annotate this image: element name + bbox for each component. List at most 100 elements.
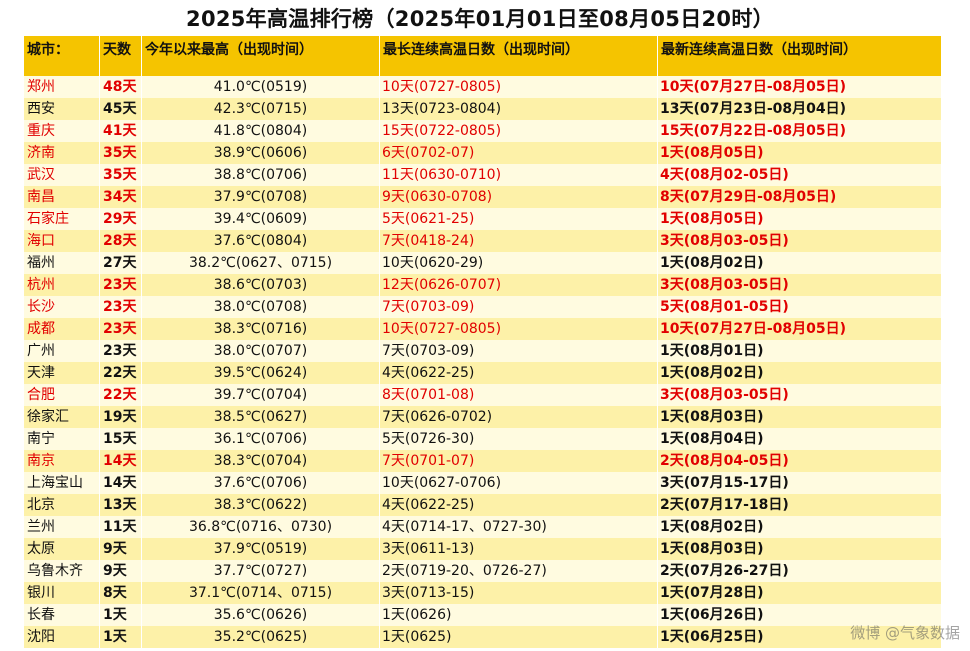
cell-days: 23天 [100, 274, 141, 296]
cell-longest: 12天(0626-0707) [380, 274, 657, 296]
cell-latest: 2天(08月04-05日) [658, 450, 941, 472]
cell-city: 北京 [24, 494, 99, 516]
cell-latest: 3天(08月03-05日) [658, 274, 941, 296]
cell-latest: 1天(06月25日) [658, 626, 941, 648]
cell-longest: 13天(0723-0804) [380, 98, 657, 120]
table-row: 郑州 48天 41.0℃(0519) 10天(0727-0805) 10天(07月27日… [24, 76, 941, 98]
cell-latest: 1天(08月05日) [658, 142, 941, 164]
cell-max: 39.4℃(0609) [142, 208, 379, 230]
cell-latest: 1天(08月05日) [658, 208, 941, 230]
cell-latest: 4天(08月02-05日) [658, 164, 941, 186]
table-row: 重庆 41天 41.8℃(0804) 15天(0722-0805) 15天(07月22日… [24, 120, 941, 142]
cell-days: 9天 [100, 538, 141, 560]
cell-longest: 7天(0701-07) [380, 450, 657, 472]
cell-days: 14天 [100, 450, 141, 472]
table-row: 兰州 11天 36.8℃(0716、0730) 4天(0714-17、0727-30)… [24, 516, 941, 538]
table-row: 海口 28天 37.6℃(0804) 7天(0418-24) 3天(08月03-05日) [24, 230, 941, 252]
cell-days: 9天 [100, 560, 141, 582]
cell-max: 38.3℃(0704) [142, 450, 379, 472]
cell-max: 36.8℃(0716、0730) [142, 516, 379, 538]
cell-days: 35天 [100, 164, 141, 186]
cell-days: 27天 [100, 252, 141, 274]
cell-days: 13天 [100, 494, 141, 516]
cell-longest: 4天(0622-25) [380, 362, 657, 384]
cell-max: 35.2℃(0625) [142, 626, 379, 648]
cell-max: 35.6℃(0626) [142, 604, 379, 626]
cell-max: 38.6℃(0703) [142, 274, 379, 296]
cell-latest: 15天(07月22日-08月05日) [658, 120, 941, 142]
cell-longest: 8天(0701-08) [380, 384, 657, 406]
cell-latest: 3天(08月03-05日) [658, 230, 941, 252]
cell-longest: 1天(0625) [380, 626, 657, 648]
cell-city: 南宁 [24, 428, 99, 450]
cell-latest: 3天(08月03-05日) [658, 384, 941, 406]
cell-latest: 2天(07月26-27日) [658, 560, 941, 582]
cell-max: 38.8℃(0706) [142, 164, 379, 186]
cell-max: 38.2℃(0627、0715) [142, 252, 379, 274]
cell-days: 1天 [100, 604, 141, 626]
table-row: 上海宝山 14天 37.6℃(0706) 10天(0627-0706) 3天(07月15… [24, 472, 941, 494]
cell-longest: 10天(0727-0805) [380, 318, 657, 340]
cell-max: 42.3℃(0715) [142, 98, 379, 120]
cell-days: 15天 [100, 428, 141, 450]
cell-latest: 1天(08月02日) [658, 252, 941, 274]
cell-city: 郑州 [24, 76, 99, 98]
cell-days: 45天 [100, 98, 141, 120]
cell-city: 广州 [24, 340, 99, 362]
cell-longest: 3天(0713-15) [380, 582, 657, 604]
cell-days: 14天 [100, 472, 141, 494]
cell-city: 海口 [24, 230, 99, 252]
cell-days: 1天 [100, 626, 141, 648]
page-title: 2025年高温排行榜（2025年01月01日至08月05日20时） [186, 7, 774, 31]
cell-latest: 3天(07月15-17日) [658, 472, 941, 494]
cell-latest: 1天(08月03日) [658, 538, 941, 560]
cell-max: 38.0℃(0708) [142, 296, 379, 318]
cell-days: 34天 [100, 186, 141, 208]
cell-days: 22天 [100, 362, 141, 384]
cell-longest: 5天(0621-25) [380, 208, 657, 230]
cell-max: 37.6℃(0804) [142, 230, 379, 252]
cell-latest: 2天(07月17-18日) [658, 494, 941, 516]
header-longest-streak: 最长连续高温日数（出现时间） [380, 36, 657, 76]
cell-longest: 15天(0722-0805) [380, 120, 657, 142]
cell-city: 南昌 [24, 186, 99, 208]
cell-city: 成都 [24, 318, 99, 340]
cell-max: 37.9℃(0519) [142, 538, 379, 560]
cell-city: 济南 [24, 142, 99, 164]
cell-days: 35天 [100, 142, 141, 164]
cell-days: 19天 [100, 406, 141, 428]
cell-city: 太原 [24, 538, 99, 560]
table-row: 武汉 35天 38.8℃(0706) 11天(0630-0710) 4天(08月02-0… [24, 164, 941, 186]
cell-longest: 5天(0726-30) [380, 428, 657, 450]
cell-max: 37.1℃(0714、0715) [142, 582, 379, 604]
cell-max: 39.5℃(0624) [142, 362, 379, 384]
cell-max: 37.6℃(0706) [142, 472, 379, 494]
table-row: 南昌 34天 37.9℃(0708) 9天(0630-0708) 8天(07月29日-0… [24, 186, 941, 208]
table-row: 太原 9天 37.9℃(0519) 3天(0611-13) 1天(08月03日) [24, 538, 941, 560]
table-row: 徐家汇 19天 38.5℃(0627) 7天(0626-0702) 1天(08月03日) [24, 406, 941, 428]
cell-longest: 7天(0703-09) [380, 296, 657, 318]
table-row: 合肥 22天 39.7℃(0704) 8天(0701-08) 3天(08月03-05日) [24, 384, 941, 406]
cell-city: 兰州 [24, 516, 99, 538]
table-row: 成都 23天 38.3℃(0716) 10天(0727-0805) 10天(07月27日… [24, 318, 941, 340]
table-row: 沈阳 1天 35.2℃(0625) 1天(0625) 1天(06月25日) [24, 626, 941, 648]
cell-longest: 6天(0702-07) [380, 142, 657, 164]
cell-max: 38.3℃(0622) [142, 494, 379, 516]
cell-max: 37.9℃(0708) [142, 186, 379, 208]
cell-longest: 2天(0719-20、0726-27) [380, 560, 657, 582]
cell-longest: 7天(0418-24) [380, 230, 657, 252]
cell-days: 11天 [100, 516, 141, 538]
table-row: 天津 22天 39.5℃(0624) 4天(0622-25) 1天(08月02日) [24, 362, 941, 384]
cell-city: 长沙 [24, 296, 99, 318]
cell-city: 长春 [24, 604, 99, 626]
cell-latest: 1天(06月26日) [658, 604, 941, 626]
cell-city: 福州 [24, 252, 99, 274]
cell-city: 石家庄 [24, 208, 99, 230]
table-row: 广州 23天 38.0℃(0707) 7天(0703-09) 1天(08月01日) [24, 340, 941, 362]
cell-max: 36.1℃(0706) [142, 428, 379, 450]
cell-city: 重庆 [24, 120, 99, 142]
cell-days: 23天 [100, 318, 141, 340]
cell-days: 41天 [100, 120, 141, 142]
table-row: 西安 45天 42.3℃(0715) 13天(0723-0804) 13天(07月23日… [24, 98, 941, 120]
table-row: 北京 13天 38.3℃(0622) 4天(0622-25) 2天(07月17-18日) [24, 494, 941, 516]
